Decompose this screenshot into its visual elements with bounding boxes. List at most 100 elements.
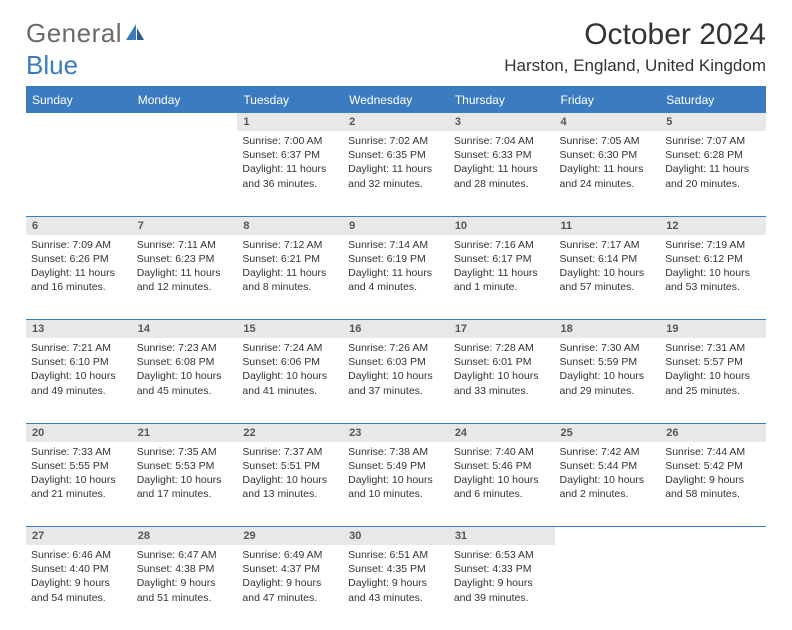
day-number: 11 (555, 216, 661, 235)
day-cell: Sunrise: 7:19 AMSunset: 6:12 PMDaylight:… (660, 235, 766, 320)
sunset-text: Sunset: 5:57 PM (665, 355, 761, 369)
day-cell: Sunrise: 6:49 AMSunset: 4:37 PMDaylight:… (237, 545, 343, 630)
daylight-text: Daylight: 10 hours and 17 minutes. (137, 473, 233, 501)
day-cell: Sunrise: 7:11 AMSunset: 6:23 PMDaylight:… (132, 235, 238, 320)
sunrise-text: Sunrise: 7:24 AM (242, 341, 338, 355)
sunset-text: Sunset: 6:10 PM (31, 355, 127, 369)
sunrise-text: Sunrise: 7:21 AM (31, 341, 127, 355)
sunrise-text: Sunrise: 7:38 AM (348, 445, 444, 459)
sunset-text: Sunset: 6:35 PM (348, 148, 444, 162)
sunrise-text: Sunrise: 7:02 AM (348, 134, 444, 148)
daylight-text: Daylight: 11 hours and 28 minutes. (454, 162, 550, 190)
daylight-text: Daylight: 11 hours and 4 minutes. (348, 266, 444, 294)
day-cell: Sunrise: 7:28 AMSunset: 6:01 PMDaylight:… (449, 338, 555, 423)
sunset-text: Sunset: 4:37 PM (242, 562, 338, 576)
day-number: 10 (449, 216, 555, 235)
sunset-text: Sunset: 6:30 PM (560, 148, 656, 162)
sunset-text: Sunset: 5:44 PM (560, 459, 656, 473)
day-number: 3 (449, 113, 555, 132)
day-number: 9 (343, 216, 449, 235)
day-number: 19 (660, 320, 766, 339)
daylight-text: Daylight: 11 hours and 1 minute. (454, 266, 550, 294)
day-cell: Sunrise: 7:24 AMSunset: 6:06 PMDaylight:… (237, 338, 343, 423)
sunrise-text: Sunrise: 7:09 AM (31, 238, 127, 252)
day-number: 18 (555, 320, 661, 339)
day-cell: Sunrise: 7:16 AMSunset: 6:17 PMDaylight:… (449, 235, 555, 320)
day-number: 28 (132, 527, 238, 546)
sunrise-text: Sunrise: 7:07 AM (665, 134, 761, 148)
sunrise-text: Sunrise: 7:42 AM (560, 445, 656, 459)
daylight-text: Daylight: 9 hours and 47 minutes. (242, 576, 338, 604)
day-number: 21 (132, 423, 238, 442)
day-content-row: Sunrise: 7:21 AMSunset: 6:10 PM Daylight:… (26, 338, 766, 423)
daylight-text: Daylight: 9 hours and 43 minutes. (348, 576, 444, 604)
sunset-text: Sunset: 6:19 PM (348, 252, 444, 266)
sunset-text: Sunset: 6:14 PM (560, 252, 656, 266)
day-number-row: 13141516171819 (26, 320, 766, 339)
sunrise-text: Sunrise: 6:49 AM (242, 548, 338, 562)
day-number: 20 (26, 423, 132, 442)
sunrise-text: Sunrise: 7:33 AM (31, 445, 127, 459)
sunrise-text: Sunrise: 7:17 AM (560, 238, 656, 252)
day-number: 8 (237, 216, 343, 235)
day-number: 13 (26, 320, 132, 339)
day-cell: Sunrise: 7:40 AMSunset: 5:46 PMDaylight:… (449, 442, 555, 527)
day-cell: Sunrise: 7:38 AMSunset: 5:49 PMDaylight:… (343, 442, 449, 527)
day-number: 29 (237, 527, 343, 546)
location: Harston, England, United Kingdom (504, 56, 766, 76)
daylight-text: Daylight: 10 hours and 6 minutes. (454, 473, 550, 501)
day-number: 23 (343, 423, 449, 442)
sunset-text: Sunset: 5:53 PM (137, 459, 233, 473)
sunset-text: Sunset: 5:55 PM (31, 459, 127, 473)
sunset-text: Sunset: 6:06 PM (242, 355, 338, 369)
daylight-text: Daylight: 10 hours and 53 minutes. (665, 266, 761, 294)
sunrise-text: Sunrise: 7:00 AM (242, 134, 338, 148)
sunrise-text: Sunrise: 7:35 AM (137, 445, 233, 459)
daylight-text: Daylight: 10 hours and 37 minutes. (348, 369, 444, 397)
sunset-text: Sunset: 4:33 PM (454, 562, 550, 576)
day-number-row: 12345 (26, 113, 766, 132)
daylight-text: Daylight: 9 hours and 39 minutes. (454, 576, 550, 604)
sunrise-text: Sunrise: 7:26 AM (348, 341, 444, 355)
sunrise-text: Sunrise: 7:04 AM (454, 134, 550, 148)
sunset-text: Sunset: 5:49 PM (348, 459, 444, 473)
sunset-text: Sunset: 4:35 PM (348, 562, 444, 576)
sunset-text: Sunset: 5:59 PM (560, 355, 656, 369)
day-number: 24 (449, 423, 555, 442)
sunrise-text: Sunrise: 6:53 AM (454, 548, 550, 562)
empty-day-number (132, 113, 238, 132)
empty-day-cell (132, 131, 238, 216)
logo-text-general: General (26, 18, 122, 49)
day-cell: Sunrise: 7:30 AMSunset: 5:59 PMDaylight:… (555, 338, 661, 423)
day-number: 30 (343, 527, 449, 546)
sunset-text: Sunset: 5:46 PM (454, 459, 550, 473)
day-cell: Sunrise: 6:51 AMSunset: 4:35 PMDaylight:… (343, 545, 449, 630)
day-number: 12 (660, 216, 766, 235)
day-number: 15 (237, 320, 343, 339)
day-number-row: 20212223242526 (26, 423, 766, 442)
daylight-text: Daylight: 10 hours and 21 minutes. (31, 473, 127, 501)
calendar-table: SundayMondayTuesdayWednesdayThursdayFrid… (26, 86, 766, 630)
sunrise-text: Sunrise: 7:28 AM (454, 341, 550, 355)
daylight-text: Daylight: 11 hours and 16 minutes. (31, 266, 127, 294)
sunset-text: Sunset: 6:33 PM (454, 148, 550, 162)
daylight-text: Daylight: 11 hours and 24 minutes. (560, 162, 656, 190)
day-cell: Sunrise: 7:33 AMSunset: 5:55 PMDaylight:… (26, 442, 132, 527)
day-number: 1 (237, 113, 343, 132)
day-cell: Sunrise: 6:46 AMSunset: 4:40 PMDaylight:… (26, 545, 132, 630)
day-number: 25 (555, 423, 661, 442)
title-block: October 2024 Harston, England, United Ki… (504, 18, 766, 76)
sunrise-text: Sunrise: 7:23 AM (137, 341, 233, 355)
sunset-text: Sunset: 6:08 PM (137, 355, 233, 369)
day-cell: Sunrise: 7:31 AMSunset: 5:57 PMDaylight:… (660, 338, 766, 423)
day-cell: Sunrise: 7:26 AMSunset: 6:03 PMDaylight:… (343, 338, 449, 423)
sunset-text: Sunset: 6:12 PM (665, 252, 761, 266)
day-cell: Sunrise: 7:17 AMSunset: 6:14 PMDaylight:… (555, 235, 661, 320)
day-cell: Sunrise: 7:02 AMSunset: 6:35 PMDaylight:… (343, 131, 449, 216)
weekday-header: Sunday (26, 87, 132, 113)
sunrise-text: Sunrise: 7:44 AM (665, 445, 761, 459)
daylight-text: Daylight: 11 hours and 32 minutes. (348, 162, 444, 190)
sunset-text: Sunset: 6:37 PM (242, 148, 338, 162)
day-cell: Sunrise: 6:53 AMSunset: 4:33 PMDaylight:… (449, 545, 555, 630)
sunrise-text: Sunrise: 7:12 AM (242, 238, 338, 252)
